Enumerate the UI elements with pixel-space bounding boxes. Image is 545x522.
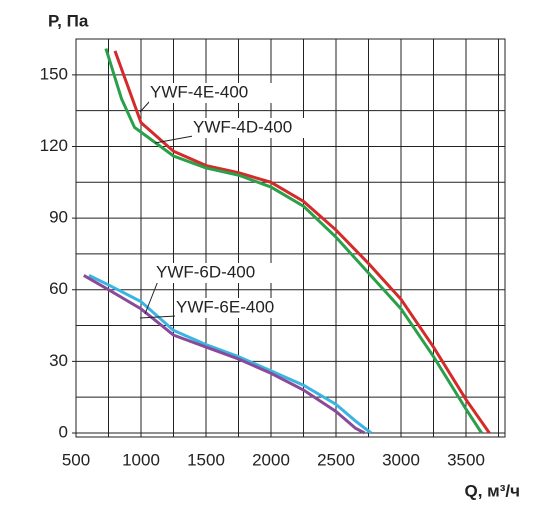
plot-frame [75, 38, 506, 438]
label-bg [192, 118, 316, 138]
y-tick-label: 120 [40, 136, 68, 155]
x-axis-label: Q, м³/ч [465, 481, 521, 500]
x-tick-label: 2500 [317, 450, 355, 469]
x-tick-label: 1000 [122, 450, 160, 469]
series-label: YWF-6E-400 [176, 297, 274, 316]
x-tick-label: 3500 [447, 450, 485, 469]
y-tick-label: 150 [40, 64, 68, 83]
leader-line [144, 280, 159, 315]
series-line [104, 48, 483, 434]
y-tick-label: 30 [49, 351, 68, 370]
series-label: YWF-4D-400 [193, 117, 292, 136]
x-tick-label: 500 [62, 450, 90, 469]
series-line [83, 274, 366, 435]
label-bg [149, 83, 273, 103]
label-bg [175, 298, 299, 318]
y-tick-label: 0 [59, 422, 68, 441]
x-tick-label: 2000 [252, 450, 290, 469]
y-tick-label: 90 [49, 208, 68, 227]
x-tick-label: 3000 [382, 450, 420, 469]
y-tick-label: 60 [49, 279, 68, 298]
series-label: YWF-4E-400 [150, 82, 248, 101]
leader-line [139, 315, 177, 319]
series-line [88, 274, 373, 435]
leader-line [139, 100, 151, 113]
leader-line [154, 135, 194, 144]
label-bg [155, 263, 279, 283]
x-tick-label: 1500 [187, 450, 225, 469]
y-axis-label: P, Па [48, 11, 89, 30]
series-label: YWF-6D-400 [156, 262, 255, 281]
series-line [113, 50, 491, 434]
